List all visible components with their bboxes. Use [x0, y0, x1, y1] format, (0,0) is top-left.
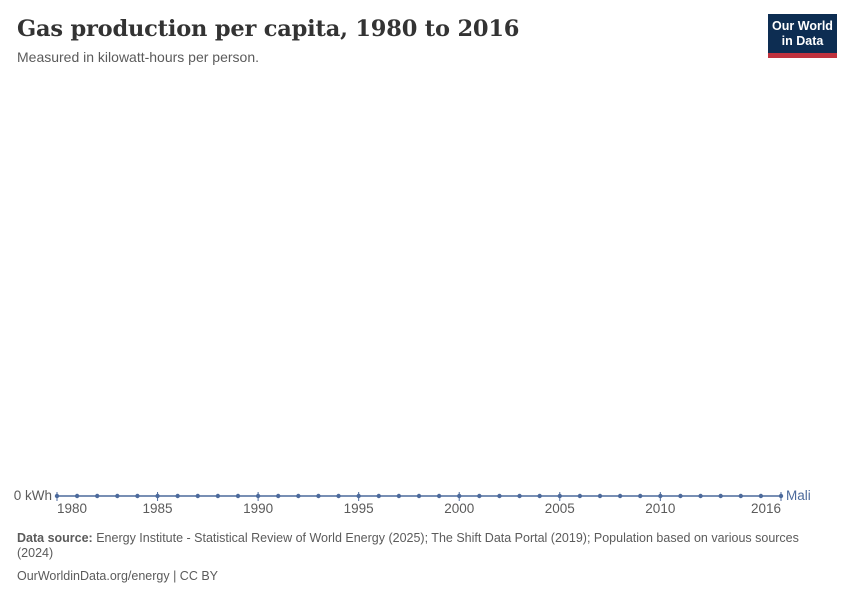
- data-point-marker[interactable]: [436, 493, 442, 499]
- x-axis-tick-label: 2005: [545, 501, 575, 516]
- data-point-marker[interactable]: [758, 493, 764, 499]
- x-axis-tick-label: 1985: [143, 501, 173, 516]
- data-point-marker[interactable]: [336, 493, 341, 499]
- chart-subtitle: Measured in kilowatt-hours per person.: [17, 49, 260, 65]
- x-axis-tick-label: 2016: [751, 501, 781, 516]
- chart-title: Gas production per capita, 1980 to 2016: [17, 16, 520, 42]
- data-point-marker[interactable]: [195, 493, 200, 499]
- line-chart-x-axis[interactable]: 1980 1985 1990 1995 2000 2005 2010 2016 0 kWh Mal…: [0, 480, 850, 520]
- data-point-marker[interactable]: [477, 493, 482, 499]
- data-source-line: Data source: Energy Institute - Statisti…: [17, 531, 834, 561]
- data-point-marker[interactable]: [497, 493, 502, 499]
- x-axis-tick-label: 2000: [444, 501, 474, 516]
- x-axis-tick-label: 1980: [57, 501, 87, 516]
- data-point-marker[interactable]: [54, 493, 60, 499]
- data-point-marker[interactable]: [577, 493, 583, 499]
- data-point-marker[interactable]: [658, 493, 663, 499]
- data-point-marker[interactable]: [356, 493, 361, 499]
- x-axis-tick-label: 1990: [243, 501, 273, 516]
- data-point-marker[interactable]: [718, 493, 723, 499]
- data-point-marker[interactable]: [537, 493, 542, 499]
- data-point-marker[interactable]: [638, 493, 643, 499]
- x-axis-tick-label: 1995: [344, 501, 374, 516]
- data-point-marker[interactable]: [597, 493, 603, 499]
- data-point-marker[interactable]: [376, 493, 381, 499]
- data-point-marker[interactable]: [235, 493, 241, 499]
- data-point-marker[interactable]: [678, 493, 683, 499]
- data-source-label: Data source:: [17, 531, 93, 545]
- data-point-marker[interactable]: [255, 493, 261, 499]
- data-point-marker[interactable]: [617, 493, 623, 499]
- data-point-marker[interactable]: [557, 493, 562, 499]
- data-point-marker[interactable]: [457, 493, 462, 499]
- data-point-marker[interactable]: [396, 493, 402, 499]
- data-point-marker[interactable]: [517, 493, 522, 499]
- chart-header: Gas production per capita, 1980 to 2016 …: [17, 15, 750, 66]
- data-point-marker[interactable]: [155, 493, 160, 499]
- y-axis-zero-label: 0 kWh: [14, 488, 52, 503]
- data-point-marker[interactable]: [95, 493, 100, 499]
- owid-logo-line2: in Data: [781, 34, 824, 48]
- data-point-marker[interactable]: [296, 493, 301, 499]
- data-point-marker[interactable]: [115, 493, 120, 499]
- data-point-marker[interactable]: [215, 493, 221, 499]
- data-point-marker[interactable]: [778, 493, 784, 499]
- license-link-line[interactable]: OurWorldinData.org/energy | CC BY: [17, 569, 219, 583]
- chart-footer: Data source: Energy Institute - Statisti…: [17, 531, 834, 584]
- data-point-marker[interactable]: [175, 493, 180, 499]
- data-point-marker[interactable]: [416, 493, 422, 499]
- data-point-marker[interactable]: [276, 493, 281, 499]
- data-point-marker[interactable]: [316, 493, 321, 499]
- data-point-marker[interactable]: [738, 493, 743, 499]
- data-source-text: Energy Institute - Statistical Review of…: [17, 531, 799, 560]
- data-point-marker[interactable]: [698, 493, 703, 499]
- entity-label-mali[interactable]: Mali: [786, 488, 811, 503]
- x-axis-tick-label: 2010: [645, 501, 675, 516]
- data-point-marker[interactable]: [135, 493, 140, 499]
- owid-logo-line1: Our World: [772, 19, 833, 33]
- data-point-marker[interactable]: [74, 493, 80, 499]
- owid-logo[interactable]: Our World in Data: [768, 14, 837, 58]
